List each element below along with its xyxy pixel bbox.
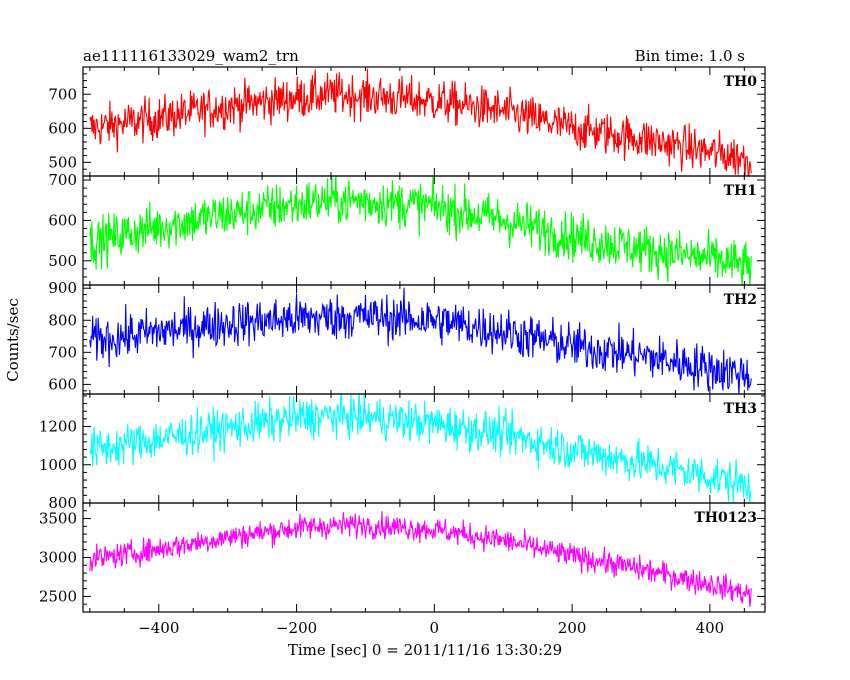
panel-label-th0: TH0 [724,74,758,90]
y-tick-label: 900 [48,279,77,297]
y-tick-label: 500 [48,252,77,270]
series-trace-th0 [89,68,752,176]
y-tick-label: 700 [48,343,77,361]
x-tick-label: 0 [430,619,440,637]
x-tick-label: −400 [138,619,179,637]
y-tick-label: 1200 [39,418,77,436]
y-tick-label: 800 [48,494,77,512]
y-tick-label: 600 [48,375,77,393]
x-tick-label: 400 [696,619,725,637]
y-tick-label: 1000 [39,456,77,474]
panel-label-th1: TH1 [724,183,757,199]
y-tick-label: 2500 [39,587,77,605]
chart-title: ae111116133029_wam2_trn [83,47,299,65]
y-tick-label: 500 [48,153,77,171]
y-tick-label: 800 [48,311,77,329]
series-trace-th3 [89,394,752,503]
series-trace-th1 [89,176,752,285]
y-tick-label: 700 [48,85,77,103]
panel-label-th0123: TH0123 [694,510,757,526]
x-tick-label: −200 [276,619,317,637]
y-tick-label: 700 [48,171,77,189]
panels-group: 500 600 700 TH0 500 600 700 TH1 600 700 800 900 TH2 8… [39,66,766,637]
y-tick-label: 3000 [39,549,77,567]
panel-frame-th0123 [82,502,766,613]
bin-time-label: Bin time: 1.0 s [635,47,745,65]
x-tick-label: 200 [558,619,587,637]
y-tick-label: 3500 [39,510,77,528]
panel-label-th2: TH2 [724,292,757,308]
series-trace-th2 [89,287,752,394]
x-axis-title: Time [sec] 0 = 2011/11/16 13:30:29 [288,641,562,659]
panel-label-th3: TH3 [724,401,757,417]
y-tick-label: 600 [48,211,77,229]
panel-frame-th2 [82,284,766,395]
series-trace-th0123 [89,511,752,608]
y-tick-label: 600 [48,119,77,137]
y-axis-title: Counts/sec [4,298,22,382]
